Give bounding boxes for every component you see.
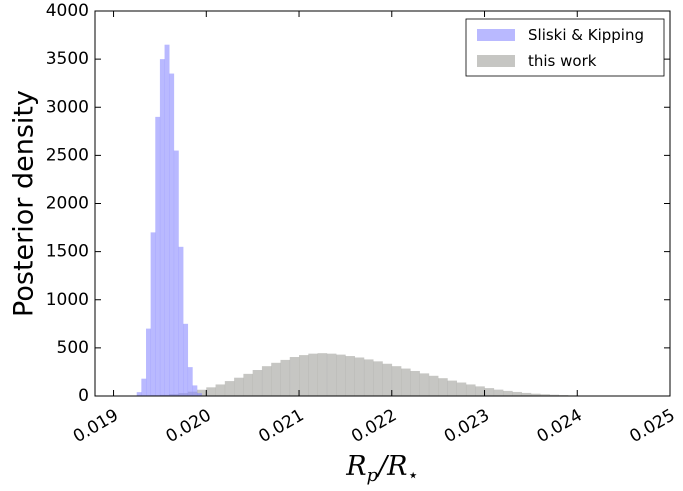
y-axis-label: Posterior density xyxy=(9,90,40,317)
bar-this-work xyxy=(261,366,272,396)
bar-this-work xyxy=(530,393,541,396)
bar-sliski-kipping xyxy=(159,59,165,396)
legend-label-sliski-kipping: Sliski & Kipping xyxy=(528,26,644,44)
bar-this-work xyxy=(382,363,393,396)
bar-sliski-kipping xyxy=(146,328,151,396)
bar-sliski-kipping xyxy=(155,116,161,396)
bar-this-work xyxy=(224,381,235,396)
bar-this-work xyxy=(206,387,216,396)
bar-sliski-kipping xyxy=(164,44,170,396)
bar-this-work xyxy=(299,355,309,396)
bar-this-work xyxy=(234,377,244,396)
bar-this-work xyxy=(215,384,226,396)
x-tick-label: 0.023 xyxy=(441,405,493,447)
bar-this-work xyxy=(336,354,346,396)
bar-sliski-kipping xyxy=(197,393,202,396)
bar-this-work xyxy=(317,353,328,396)
x-axis-label: Rp/R⋆ xyxy=(345,451,419,486)
y-tick-label: 0 xyxy=(78,386,89,406)
y-tick-label: 1500 xyxy=(46,242,89,262)
bar-this-work xyxy=(401,368,411,396)
bar-this-work xyxy=(428,375,439,396)
bar-this-work xyxy=(438,378,448,396)
histogram-bars xyxy=(136,44,615,396)
bar-this-work xyxy=(308,353,318,396)
legend-swatch-sliski-kipping xyxy=(477,29,515,41)
bar-sliski-kipping xyxy=(192,385,198,396)
x-tick-label: 0.025 xyxy=(626,405,678,447)
bar-this-work xyxy=(475,386,485,396)
y-tick-label: 4000 xyxy=(46,1,89,21)
x-axis-label-slash: / xyxy=(375,451,390,482)
bar-this-work xyxy=(243,373,253,396)
bar-this-work xyxy=(197,389,207,396)
bar-this-work xyxy=(512,391,522,396)
axis-ticks xyxy=(95,10,671,397)
x-tick-label: 0.021 xyxy=(255,405,307,447)
x-tick-label: 0.024 xyxy=(534,405,586,447)
y-tick-label: 3000 xyxy=(46,97,89,117)
legend-label-this-work: this work xyxy=(528,52,597,70)
x-axis-label-main2: R xyxy=(386,451,407,482)
bar-sliski-kipping xyxy=(173,150,179,396)
bar-this-work xyxy=(280,359,291,396)
y-tick-label: 2000 xyxy=(46,194,89,214)
bar-this-work xyxy=(419,373,430,396)
x-tick-label: 0.022 xyxy=(348,405,400,447)
bar-this-work xyxy=(549,394,560,396)
bar-sliski-kipping xyxy=(141,378,147,396)
legend-swatch-this-work xyxy=(477,55,515,67)
bar-this-work xyxy=(289,357,300,396)
bar-this-work xyxy=(521,392,532,396)
x-axis-label-sub1: p xyxy=(367,465,379,486)
y-tick-label: 1000 xyxy=(46,290,89,310)
bar-this-work xyxy=(447,380,457,396)
bar-this-work xyxy=(493,389,504,396)
x-axis-label-sub2: ⋆ xyxy=(408,465,419,486)
x-tick-label: 0.020 xyxy=(163,405,215,447)
bar-this-work xyxy=(271,362,281,396)
x-axis-label-main: R xyxy=(345,451,366,482)
bar-this-work xyxy=(326,353,337,396)
bar-sliski-kipping xyxy=(150,232,156,396)
y-tick-label: 3500 xyxy=(46,49,89,69)
bar-this-work xyxy=(503,390,513,396)
bar-this-work xyxy=(391,366,402,396)
y-tick-label: 2500 xyxy=(46,145,89,165)
x-tick-label: 0.019 xyxy=(70,405,122,447)
bar-this-work xyxy=(540,394,550,396)
bar-this-work xyxy=(484,388,495,396)
bar-this-work xyxy=(410,370,420,396)
bar-this-work xyxy=(345,356,355,396)
legend: Sliski & Kipping this work xyxy=(465,18,665,77)
bar-this-work xyxy=(456,382,467,396)
bar-sliski-kipping xyxy=(187,367,193,396)
bar-sliski-kipping xyxy=(183,323,189,396)
bar-this-work xyxy=(252,370,263,396)
bar-this-work xyxy=(363,359,374,396)
bar-sliski-kipping xyxy=(178,246,184,396)
bar-sliski-kipping xyxy=(136,392,142,396)
bar-sliski-kipping xyxy=(169,73,175,396)
bar-this-work xyxy=(373,361,383,396)
y-tick-label: 500 xyxy=(57,338,89,358)
bar-this-work xyxy=(465,384,476,396)
bar-this-work xyxy=(354,357,365,396)
